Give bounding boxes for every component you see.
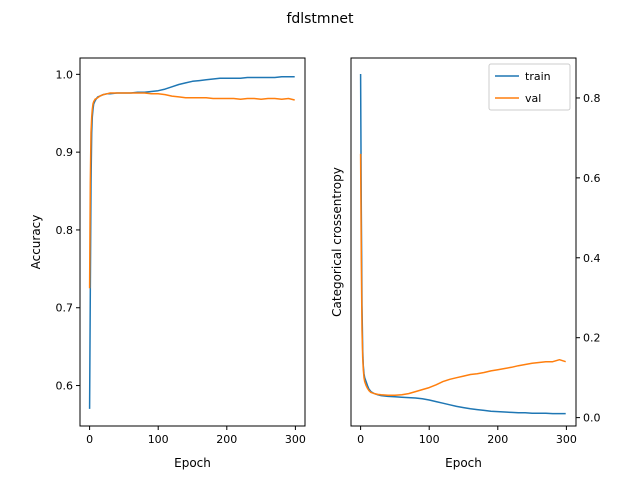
accuracy-ytick-label: 0.9 [56,146,74,159]
loss-xtick-label: 200 [487,433,508,446]
loss-legend: train val [488,63,571,111]
loss-ytick-label: 0.2 [583,332,601,345]
accuracy-ytick-label: 1.0 [56,68,74,81]
accuracy-xtick-label: 0 [86,433,93,446]
accuracy-val-line [88,92,295,289]
accuracy-xtick-label: 300 [285,433,306,446]
legend-label-val: val [525,92,541,105]
accuracy-train-line [88,75,295,409]
accuracy-xtick-label: 200 [216,433,237,446]
accuracy-ytick-label: 0.6 [56,380,74,393]
loss-ytick-label: 0.6 [583,172,601,185]
accuracy-ytick-label: 0.8 [56,224,74,237]
accuracy-ytick-label: 0.7 [56,302,74,315]
loss-ytick-label: 0.4 [583,252,601,265]
loss-xtick-label: 300 [556,433,577,446]
loss-y-axis-label: Categorical crossentropy [330,167,344,317]
accuracy-panel: 0 100 200 300 0.6 0.7 0.8 0.9 1.0 Epoch Accuracy [29,57,306,470]
loss-xtick-label: 100 [419,433,440,446]
loss-ytick-label: 0.8 [583,92,601,105]
accuracy-xtick-label: 100 [148,433,169,446]
accuracy-y-axis-label: Accuracy [29,215,43,270]
figure-title: fdlstmnet [286,11,354,27]
accuracy-x-axis-label: Epoch [174,456,211,470]
loss-panel: 0 100 200 300 0.0 0.2 0.4 0.6 0.8 Epoch Categorica… [330,57,601,470]
loss-x-axis-label: Epoch [445,456,482,470]
accuracy-plot-frame [79,57,306,427]
loss-plot-frame [350,57,577,427]
loss-train-line [359,73,566,415]
loss-val-line [359,153,566,396]
loss-xtick-label: 0 [357,433,364,446]
loss-ytick-label: 0.0 [583,412,601,425]
legend-label-train: train [525,70,551,83]
